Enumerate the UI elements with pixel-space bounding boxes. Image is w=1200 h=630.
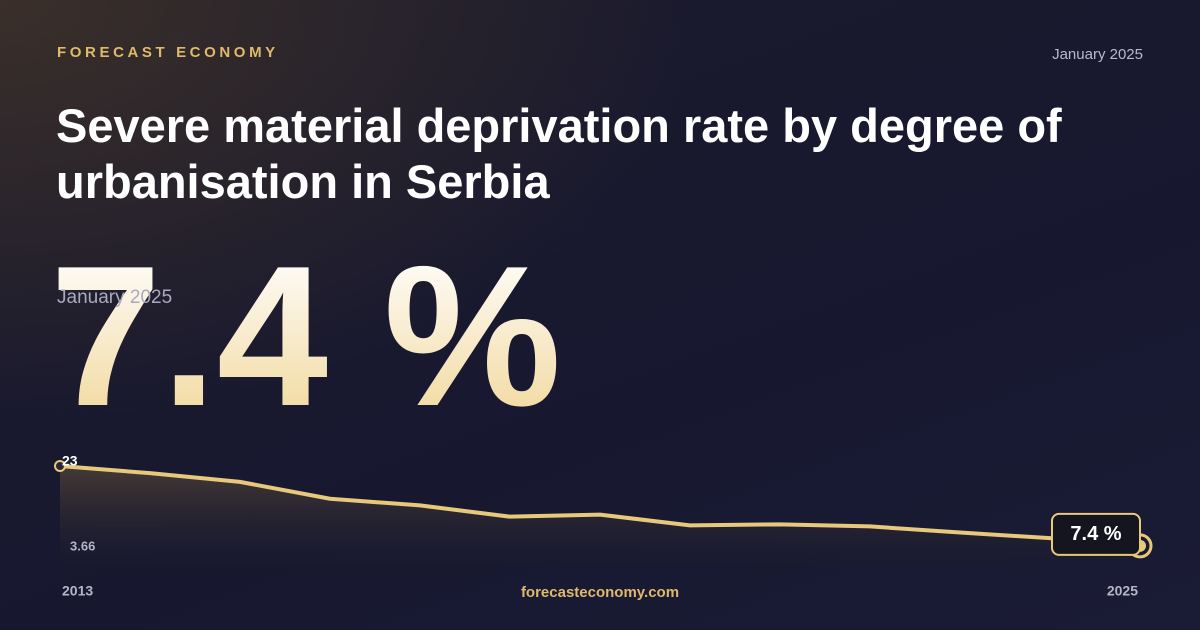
headline-value: 7.4 % bbox=[50, 222, 561, 452]
y-tick-label: 23 bbox=[62, 453, 78, 469]
x-tick-label: 2013 bbox=[62, 583, 93, 599]
headline-date: January 2025 bbox=[57, 287, 173, 308]
end-label: 7.4 % bbox=[1070, 523, 1121, 545]
x-tick-label: 2025 bbox=[1107, 583, 1138, 599]
y-tick-label: 3.66 bbox=[70, 538, 95, 553]
title: Severe material deprivation rate by degr… bbox=[56, 99, 1062, 208]
line bbox=[59, 464, 1141, 548]
brand: FORECAST ECONOMY bbox=[57, 44, 279, 61]
start-dot bbox=[54, 460, 66, 472]
end-badge bbox=[1051, 512, 1141, 556]
site: forecasteconomy.com bbox=[520, 584, 680, 601]
date: January 2025 bbox=[1052, 46, 1143, 63]
